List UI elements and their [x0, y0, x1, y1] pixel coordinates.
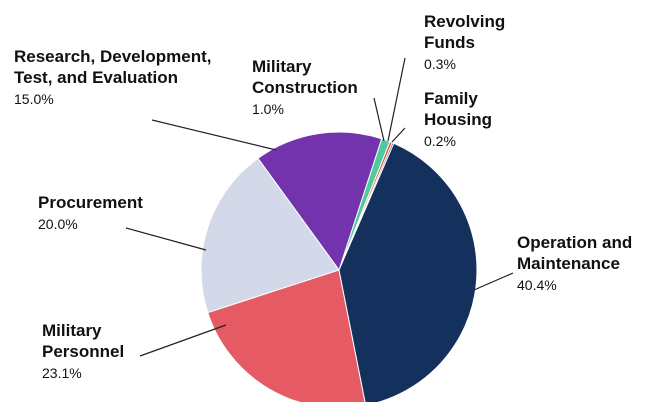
slice-value: 20.0%	[38, 216, 78, 232]
slice-value: 15.0%	[14, 91, 54, 107]
leader-line	[151, 119, 277, 151]
leader-line	[125, 227, 207, 251]
leader-line	[373, 97, 385, 142]
slice-name: Military Construction	[252, 57, 358, 97]
slice-value: 23.1%	[42, 365, 82, 381]
leader-line	[391, 127, 406, 143]
pie-slice	[257, 131, 383, 272]
slice-name: Operation and Maintenance	[517, 233, 633, 273]
pie-slice	[207, 269, 366, 402]
slice-name: Military Personnel	[42, 321, 125, 361]
slice-label: Military Construction 1.0%	[252, 56, 392, 119]
slice-label: Military Personnel 23.1%	[42, 320, 162, 383]
slice-label: Family Housing 0.2%	[424, 88, 534, 151]
slice-value: 1.0%	[252, 101, 284, 117]
slice-value: 0.3%	[424, 56, 456, 72]
slice-name: Revolving Funds	[424, 12, 506, 52]
pie-slice	[200, 157, 340, 314]
slice-label: Research, Development, Test, and Evaluat…	[14, 46, 244, 109]
slice-value: 0.2%	[424, 133, 456, 149]
slice-label: Operation and Maintenance 40.4%	[517, 232, 666, 295]
leader-line	[139, 324, 227, 357]
leader-line	[473, 272, 514, 291]
slice-label: Revolving Funds 0.3%	[424, 11, 534, 74]
pie-slice	[338, 142, 478, 402]
slice-name: Procurement	[38, 193, 143, 212]
slice-name: Family Housing	[424, 89, 492, 129]
slice-value: 40.4%	[517, 277, 557, 293]
slice-label: Procurement 20.0%	[38, 192, 198, 234]
leader-line	[387, 57, 406, 142]
slice-name: Research, Development, Test, and Evaluat…	[14, 47, 212, 87]
